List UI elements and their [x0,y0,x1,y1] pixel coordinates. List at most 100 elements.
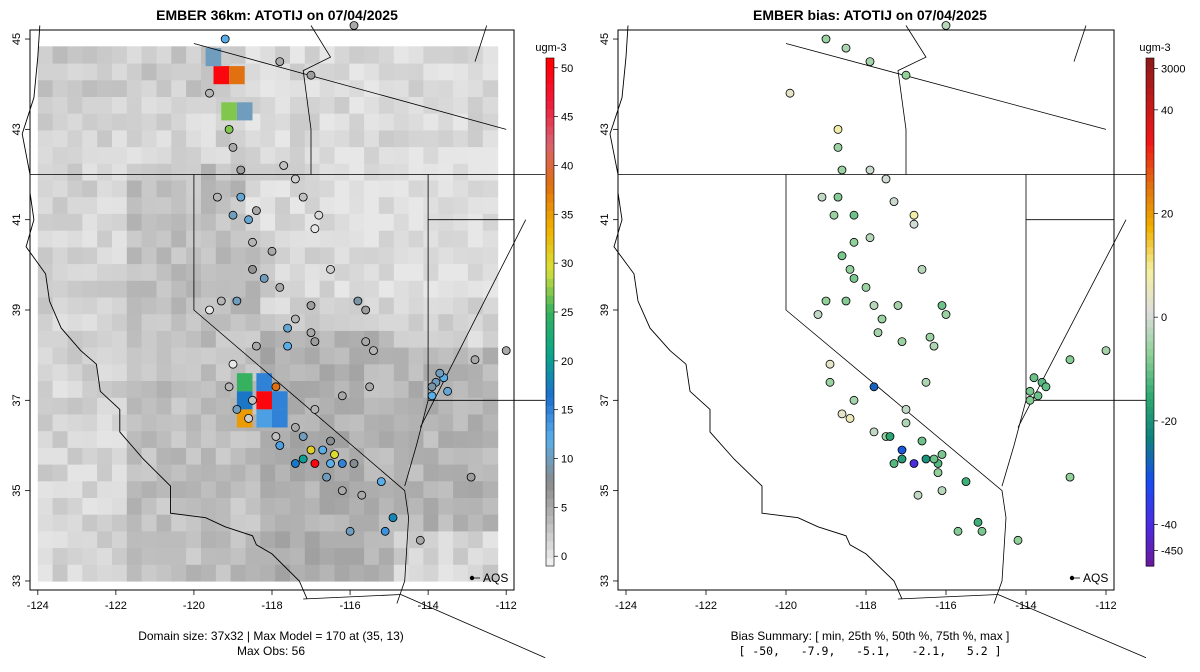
heat-cell [408,380,424,398]
heat-cell [438,313,454,331]
heat-cell [82,380,98,398]
heat-cell [349,46,365,64]
heat-cell [67,347,83,365]
colorbar-swatch [546,345,554,355]
heat-cell [378,413,395,432]
heat-cell [482,46,499,64]
heat-cell [82,480,98,498]
heat-cell [82,530,98,549]
heat-cell [349,179,365,198]
heat-cell [97,530,113,549]
bias-point [937,486,947,496]
heat-cell [408,163,424,181]
station-point [337,459,347,468]
station-point [306,301,316,310]
heat-cell [112,96,128,114]
station-point [228,210,238,220]
heat-cell [378,430,395,448]
heat-cell [245,163,261,181]
heat-cell [304,564,321,582]
domain-edge-0 [193,43,507,130]
heat-cell [245,447,261,465]
heat-cell [378,397,395,415]
heat-cell [423,547,439,565]
heat-cell [97,79,113,97]
y-tick-label: 35 [599,485,611,497]
heat-cell [97,163,113,181]
bias-point [937,450,947,459]
heat-cell [453,213,469,231]
heat-cell [349,146,365,164]
station-point [290,422,300,432]
bias-point [877,314,887,324]
heat-cell [467,96,484,114]
heat-cell [364,514,380,532]
heat-cell [201,146,217,164]
heat-cell [453,246,469,265]
heat-cell [52,397,68,415]
heat-cell [453,113,469,131]
heat-cell [97,430,113,448]
heat-cell [260,530,276,549]
heat-cell [171,213,187,231]
heat-cell [290,213,306,231]
heat-cell [260,347,276,365]
heat-cell [67,464,83,482]
state-border-3 [1001,174,1027,487]
heat-cell [378,46,395,64]
heat-cell [112,530,128,549]
heat-cell [438,564,454,582]
heat-cell [141,530,157,549]
heat-cell [112,63,128,81]
heat-cell [453,163,469,181]
bias-point [837,165,847,175]
heat-cell [126,547,143,565]
heat-cell [349,163,365,181]
heat-cell [378,230,395,248]
heat-cell [230,564,246,582]
heat-cell [37,113,54,131]
bias-point [841,296,851,306]
heat-cell [37,230,54,248]
heat-cell [156,363,172,381]
heat-cell [112,547,128,565]
heat-cell [141,413,157,432]
colorbar-swatch [546,523,554,533]
heat-cell [304,347,321,365]
heat-cell [408,363,424,381]
heat-cell [141,96,157,114]
heat-cell [319,96,335,114]
y-tick-label: 41 [599,214,611,226]
right-axes: -124 -122 -120 -118 -116 -114 -112 33 35 37 39 41 43… [599,33,1117,612]
station-point [251,341,261,351]
heat-cell [97,146,113,164]
colorbar-swatch [1146,355,1154,364]
left-axes: -124 -122 -120 -118 -116 -114 -112 33 35 37 39 41 43… [11,33,517,612]
colorbar-swatch [1146,246,1154,255]
heat-cell [423,464,439,482]
heat-cell [260,480,276,498]
colorbar-swatch [546,337,554,347]
heat-cell [82,129,98,148]
heat-cell [349,380,365,398]
station-point [290,459,300,468]
station-point [337,391,347,401]
heat-cell [141,497,157,515]
heat-cell [408,196,424,214]
colorbar-swatch [1146,420,1154,429]
heat-cell [201,263,217,281]
heat-cell [453,280,469,298]
colorbar-swatch [546,320,554,330]
heat-cell [82,430,98,448]
heat-cell [467,280,484,298]
bias-point [897,337,907,347]
state-border-0 [193,174,410,604]
heat-cell [141,447,157,465]
bias-point [825,377,835,387]
colorbar-swatch [1146,188,1154,197]
bias-point [1025,395,1035,405]
heat-cell [186,464,202,482]
heat-cell [378,497,395,515]
heat-hotspot [272,409,288,428]
heat-cell [364,63,380,81]
